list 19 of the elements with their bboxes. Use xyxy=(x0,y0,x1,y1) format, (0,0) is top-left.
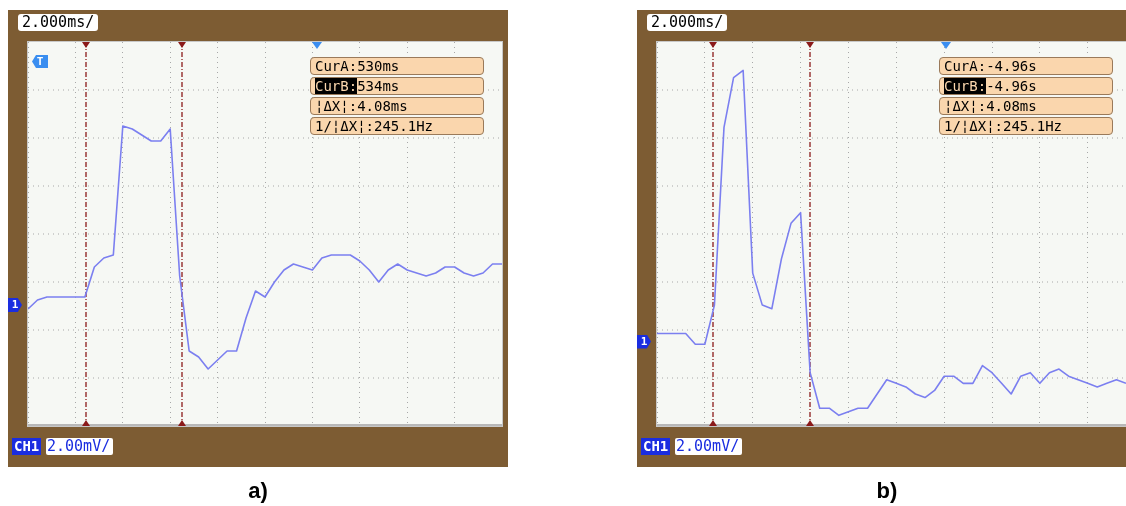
text: T xyxy=(32,55,48,68)
cursor-readout: ¦ΔX¦:4.08ms xyxy=(939,97,1113,115)
cursor-readout: 1/¦ΔX¦:245.1Hz xyxy=(939,117,1113,135)
cursor-readout: CurB:-4.96s xyxy=(939,77,1113,95)
text: 2.000ms/ xyxy=(18,13,99,31)
cursor-readout: CurA:-4.96s xyxy=(939,57,1113,75)
text: 2.00mV/ xyxy=(46,437,114,455)
cursor-readout: 1/¦ΔX¦:245.1Hz xyxy=(310,117,484,135)
text: 1 xyxy=(637,334,651,349)
text: a) xyxy=(247,478,269,504)
cursor-readout: ¦ΔX¦:4.08ms xyxy=(310,97,484,115)
text: CH1 xyxy=(12,438,42,455)
text: 2.000ms/ xyxy=(647,13,728,31)
text: 1 xyxy=(8,298,22,313)
text: b) xyxy=(875,478,899,504)
text: CH1 xyxy=(641,438,671,455)
cursor-readout: CurB:534ms xyxy=(310,77,484,95)
cursor-readout: CurA:530ms xyxy=(310,57,484,75)
text: 2.00mV/ xyxy=(675,437,743,455)
